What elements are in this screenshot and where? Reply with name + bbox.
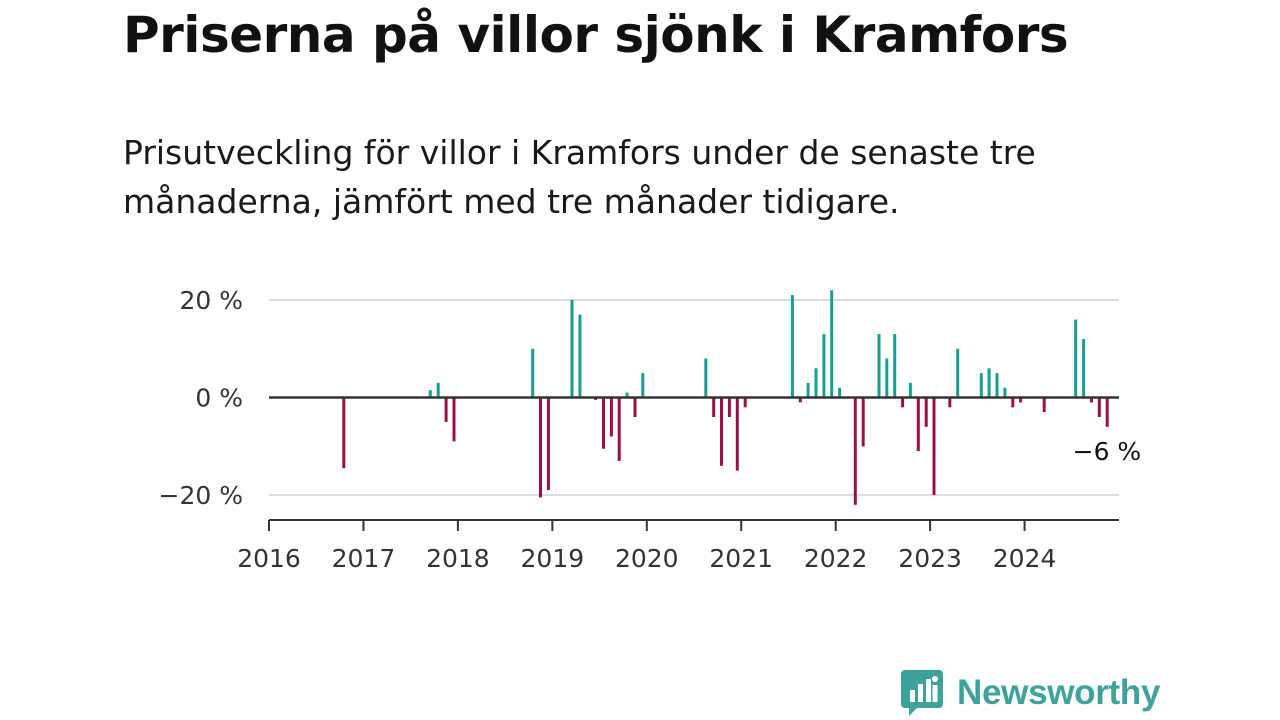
y-tick-label: −20 %: [159, 481, 243, 510]
grid-lines: [269, 299, 1119, 496]
chart-title: Priserna på villor sjönk i Kramfors: [123, 6, 1069, 64]
data-label: −6 %: [1073, 437, 1142, 466]
bar: [1019, 397, 1023, 403]
bar: [1097, 397, 1101, 417]
bar: [806, 382, 810, 398]
bar: [838, 387, 842, 398]
x-tick-label: 2018: [426, 544, 490, 573]
x-tick-label: 2023: [898, 544, 962, 573]
newsworthy-logo-icon: [901, 670, 943, 716]
bar: [578, 314, 582, 398]
bar: [617, 397, 621, 461]
bar: [908, 382, 912, 398]
bar: [735, 397, 739, 471]
bar: [602, 397, 605, 449]
x-tick-label: 2020: [615, 544, 679, 573]
bars: [342, 290, 1109, 505]
bar: [444, 397, 448, 422]
bar: [861, 397, 865, 447]
bar: [924, 397, 928, 427]
bar: [720, 397, 723, 466]
bar: [633, 397, 637, 417]
x-tick-label: 2017: [332, 544, 396, 573]
bar: [743, 397, 747, 408]
x-tick-label: 2022: [804, 544, 868, 573]
bar: [531, 348, 535, 398]
bar: [712, 397, 716, 417]
bar: [822, 334, 826, 398]
bar: [814, 368, 818, 398]
bar: [1011, 397, 1015, 408]
bar: [625, 392, 629, 398]
bar: [1074, 319, 1078, 398]
x-tick-label: 2024: [993, 544, 1057, 573]
bar: [956, 348, 960, 398]
bar: [901, 397, 905, 408]
bar: [798, 397, 802, 403]
bar: [877, 334, 881, 398]
y-tick-label: 20 %: [179, 286, 243, 315]
bar: [428, 390, 432, 398]
bar: [727, 397, 731, 417]
bar: [853, 397, 857, 505]
bar: [704, 358, 708, 398]
bar: [436, 382, 440, 398]
bar: [830, 290, 834, 398]
bar: [1042, 397, 1046, 413]
bar: [1082, 339, 1086, 398]
bar: [546, 397, 550, 491]
bar: [342, 397, 346, 469]
y-tick-label: 0 %: [195, 384, 243, 413]
bar: [885, 358, 889, 398]
axes: [268, 396, 1119, 531]
bar: [979, 373, 983, 398]
x-tick-label: 2021: [709, 544, 773, 573]
bar: [539, 397, 542, 498]
bar: [790, 295, 794, 398]
bar: [641, 373, 645, 398]
x-tick-label: 2016: [237, 544, 301, 573]
bar: [452, 397, 456, 442]
bar: [916, 397, 920, 452]
bar: [893, 334, 897, 398]
bar: [948, 397, 952, 408]
bar: [1003, 387, 1007, 398]
labels: 20 % 0 % −20 % 2016 2017 2018 2019 2020 2021 2022…: [159, 286, 1142, 573]
brand-logo: Newsworthy: [901, 670, 1161, 716]
bar: [995, 373, 999, 398]
bar: [1105, 397, 1109, 427]
chart-subtitle: Prisutveckling för villor i Kramfors und…: [123, 133, 1036, 221]
bar: [932, 397, 936, 495]
brand-name: Newsworthy: [957, 673, 1161, 712]
bar: [1090, 397, 1093, 403]
bar: [609, 397, 613, 437]
x-tick-label: 2019: [521, 544, 585, 573]
bar: [987, 368, 991, 398]
bar: [570, 300, 574, 398]
